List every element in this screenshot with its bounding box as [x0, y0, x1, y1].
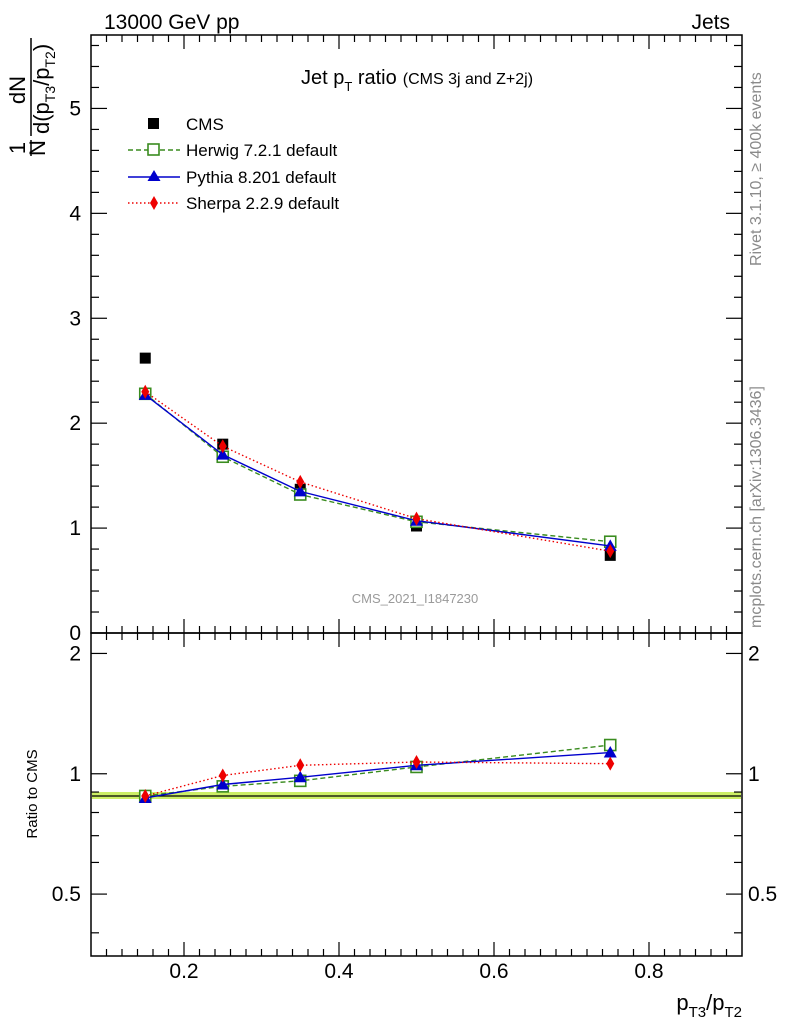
main-y-tick-label: 0 — [69, 622, 81, 645]
main-y-tick-label: 2 — [69, 412, 81, 435]
mcplots-reference-label: mcplots.cern.ch [arXiv:1306.3436] — [748, 386, 765, 628]
ratio-line-sherpa — [145, 761, 611, 797]
main-point-sherpa — [218, 439, 227, 454]
main-point-sherpa — [296, 474, 305, 489]
ratio-y-axis-label: Ratio to CMS — [24, 749, 41, 838]
main-y-tick-label: 5 — [69, 97, 81, 120]
main-y-tick-label: 1 — [69, 517, 81, 540]
main-line-sherpa — [144, 391, 611, 552]
main-y-axis-label: 1 N dN d(pT3/pT2) — [5, 38, 58, 156]
main-point-pythia — [293, 484, 307, 497]
ratio-point-pythia — [603, 746, 617, 758]
legend-label-pythia: Pythia 8.201 default — [186, 168, 337, 187]
ratio-y-tick-label-right: 0.5 — [748, 883, 777, 906]
ylabel-N: N — [25, 140, 50, 156]
main-point-cms — [139, 352, 151, 364]
legend-item-herwig: Herwig 7.2.1 default — [128, 141, 337, 160]
x-axis-label: pT3/pT2 — [676, 990, 742, 1021]
main-series-layer — [138, 352, 617, 561]
ratio-line-herwig — [145, 744, 611, 797]
ratio-y-tick-label-right: 1 — [748, 763, 760, 786]
xlabel-mid: /p — [706, 990, 724, 1015]
ylabel-denominator: d(pT3/pT2) — [29, 44, 58, 134]
ylabel-d: d(p — [29, 102, 54, 134]
ratio-point-sherpa — [296, 758, 305, 773]
ratio-line-pythia — [145, 751, 611, 799]
main-line-pythia — [144, 394, 611, 547]
ratio-point-pythia — [216, 778, 230, 790]
main-point-sherpa — [141, 384, 150, 399]
xlabel-sub2: T2 — [724, 1004, 742, 1021]
legend: CMS Herwig 7.2.1 default Pythia 8.201 de… — [128, 115, 339, 213]
legend-label-cms: CMS — [186, 115, 224, 134]
x-tick-label: 0.6 — [479, 960, 508, 983]
ylabel-one: 1 — [5, 142, 30, 154]
xlabel-p1: p — [676, 990, 688, 1015]
main-y-tick-label: 3 — [69, 307, 81, 330]
legend-item-pythia: Pythia 8.201 default — [128, 168, 337, 187]
ylabel-sub2: T2 — [42, 51, 58, 68]
legend-label-sherpa: Sherpa 2.2.9 default — [186, 194, 339, 213]
ylabel-sub1: T3 — [42, 86, 58, 103]
legend-marker-herwig — [147, 143, 160, 156]
ratio-series-layer — [138, 738, 617, 803]
title-sub: T — [344, 79, 352, 94]
xlabel-sub1: T3 — [689, 1004, 707, 1021]
ratio-y-tick-label-left: 2 — [69, 642, 81, 665]
ratio-panel: 0.5 0.5 1 1 2 2 0.2 0.4 0.6 0.8 Ratio to CMS pT3… — [24, 632, 777, 1021]
main-panel: 0 1 2 3 4 5 Jet pT ratio (CMS 3j and Z+2j) CMS… — [5, 34, 743, 645]
title-small: (CMS 3j and Z+2j) — [403, 71, 533, 88]
ratio-point-sherpa — [412, 755, 421, 770]
ratio-point-sherpa — [141, 788, 150, 803]
analysis-watermark: CMS_2021_I1847230 — [352, 591, 479, 606]
title-rest: ratio — [352, 67, 396, 89]
legend-label-herwig: Herwig 7.2.1 default — [186, 141, 337, 160]
main-y-tick-label: 4 — [69, 202, 81, 225]
legend-marker-pythia — [147, 170, 161, 181]
main-point-sherpa — [606, 544, 615, 559]
main-point-sherpa — [412, 511, 421, 526]
title-main: Jet p — [301, 67, 344, 89]
ratio-point-pythia — [293, 770, 307, 783]
ylabel-mid: /p — [29, 68, 54, 86]
ratio-y-tick-label-right: 2 — [748, 642, 760, 665]
ylabel-dN: dN — [5, 76, 30, 104]
ratio-axis-ticks — [91, 633, 742, 956]
ratio-y-tick-label-left: 1 — [69, 763, 81, 786]
main-line-herwig — [144, 393, 611, 543]
legend-marker-cms — [148, 118, 159, 129]
ratio-y-tick-labels: 0.5 0.5 1 1 2 2 — [52, 642, 777, 906]
header-jets-label: Jets — [691, 11, 730, 34]
ylabel-close: ) — [29, 44, 54, 51]
legend-item-sherpa: Sherpa 2.2.9 default — [128, 194, 339, 213]
rivet-version-label: Rivet 3.1.10, ≥ 400k events — [748, 72, 765, 266]
ratio-point-sherpa — [606, 756, 615, 771]
chart-title: Jet pT ratio (CMS 3j and Z+2j) — [301, 67, 533, 94]
main-point-pythia — [216, 448, 230, 460]
main-y-tick-labels: 0 1 2 3 4 5 — [69, 97, 81, 645]
ratio-point-sherpa — [218, 768, 227, 783]
legend-marker-sherpa — [150, 196, 158, 210]
header-energy-label: 13000 GeV pp — [104, 11, 239, 34]
x-tick-label: 0.2 — [169, 960, 198, 983]
x-tick-label: 0.4 — [324, 960, 354, 983]
legend-item-cms: CMS — [148, 115, 224, 134]
x-tick-labels: 0.2 0.4 0.6 0.8 — [169, 960, 663, 983]
ratio-y-tick-label-left: 0.5 — [52, 883, 81, 906]
x-tick-label: 0.8 — [634, 960, 663, 983]
